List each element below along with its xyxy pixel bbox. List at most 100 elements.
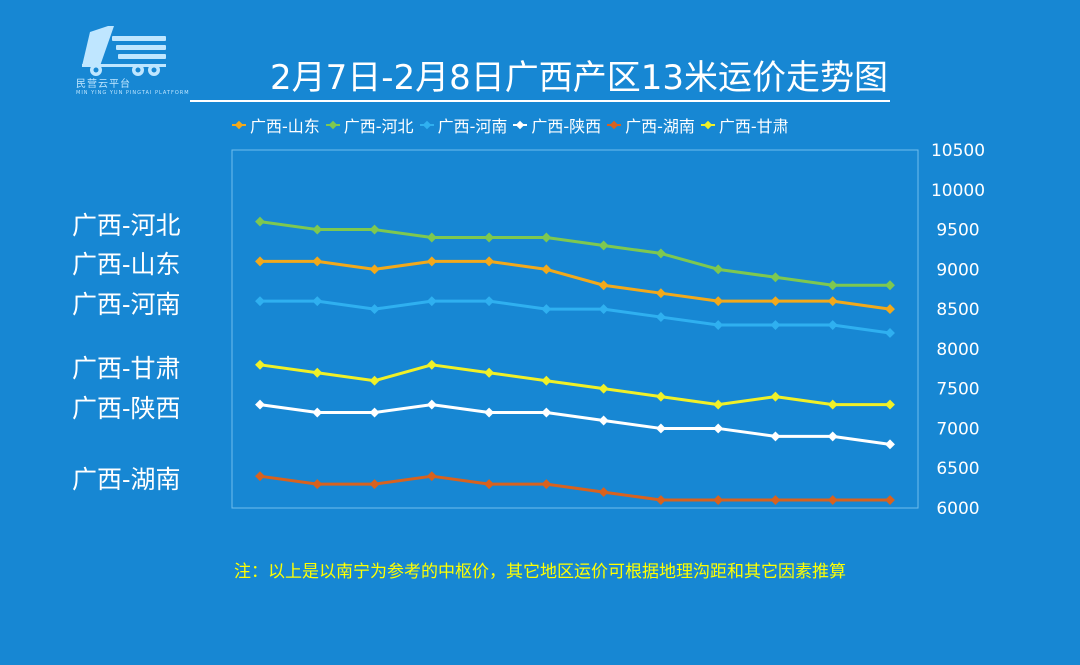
- data-point: [713, 296, 724, 307]
- data-point: [484, 479, 495, 490]
- series-line-1: [260, 259, 891, 311]
- data-point: [655, 423, 666, 434]
- chart-title: 2月7日-2月8日广西产区13米运价走势图: [0, 50, 1080, 102]
- legend-item: 广西-甘肃: [700, 113, 789, 137]
- series-line-2: [259, 220, 890, 287]
- y-tick-label: 6500: [936, 459, 979, 479]
- data-point: [827, 280, 838, 291]
- data-point: [312, 256, 323, 267]
- data-point: [598, 487, 609, 498]
- data-point: [255, 399, 265, 410]
- chart-legend: 广西-山东 广西-河北 广西-河南 广西-陕西 广西-湖南 广西-甘肃: [232, 113, 789, 137]
- series-side-label: 广西-陕西: [72, 393, 181, 423]
- data-point: [885, 304, 895, 315]
- y-tick-label: 10500: [931, 141, 985, 161]
- data-point: [426, 232, 437, 243]
- data-point: [369, 264, 380, 275]
- data-point: [770, 391, 781, 402]
- legend-marker-icon: [325, 120, 340, 130]
- y-tick-label: 6000: [936, 499, 979, 519]
- y-tick-label: 8000: [936, 340, 979, 360]
- series-side-label: 广西-山东: [72, 250, 181, 280]
- truck-logo-icon: [82, 26, 166, 76]
- legend-marker-icon: [419, 120, 434, 130]
- data-point: [885, 495, 895, 505]
- data-point: [369, 407, 380, 418]
- series-line-6: [259, 363, 890, 407]
- legend-item: 广西-河北: [325, 113, 414, 137]
- legend-item: 广西-陕西: [513, 113, 601, 137]
- legend-marker-icon: [232, 120, 246, 130]
- data-point: [312, 407, 323, 418]
- data-point: [312, 224, 323, 235]
- data-point: [426, 399, 437, 410]
- data-point: [655, 288, 666, 299]
- data-point: [255, 471, 265, 482]
- data-point: [598, 304, 609, 315]
- series-line-5: [259, 474, 890, 502]
- y-tick-label: 9500: [936, 221, 979, 241]
- data-point: [484, 296, 495, 307]
- data-point: [541, 407, 552, 418]
- data-point: [312, 296, 323, 307]
- legend-label: 广西-河南: [437, 117, 508, 136]
- data-point: [885, 280, 895, 291]
- data-point: [827, 296, 838, 307]
- data-point: [598, 415, 609, 426]
- series-side-label: 广西-甘肃: [72, 353, 181, 383]
- data-point: [713, 495, 724, 505]
- series-side-label: 广西-湖南: [72, 465, 181, 495]
- data-point: [369, 224, 380, 235]
- y-tick-label: 8500: [936, 300, 979, 320]
- legend-marker-icon: [700, 120, 715, 130]
- data-point: [713, 399, 724, 410]
- data-point: [885, 399, 895, 410]
- data-point: [655, 312, 666, 323]
- data-point: [655, 495, 666, 505]
- data-point: [541, 264, 552, 275]
- data-point: [255, 256, 265, 267]
- data-point: [255, 216, 265, 227]
- series-side-label: 广西-河北: [72, 210, 181, 240]
- legend-label: 广西-山东: [250, 117, 320, 136]
- data-point: [255, 359, 265, 370]
- y-tick-label: 7500: [936, 380, 979, 400]
- data-point: [426, 471, 437, 482]
- data-point: [827, 320, 838, 330]
- data-point: [541, 232, 552, 243]
- data-point: [598, 383, 609, 394]
- data-point: [770, 495, 781, 505]
- data-point: [484, 407, 495, 418]
- data-point: [255, 296, 265, 307]
- data-point: [484, 232, 495, 243]
- series-line-4: [259, 403, 891, 446]
- chart-title-text: 2月7日-2月8日广西产区13米运价走势图: [189, 58, 891, 102]
- data-point: [541, 375, 552, 386]
- data-point: [541, 479, 552, 490]
- legend-item: 广西-河南: [419, 113, 508, 137]
- legend-item: 广西-山东: [232, 113, 320, 137]
- data-point: [655, 248, 666, 259]
- data-point: [369, 304, 380, 315]
- legend-label: 广西-陕西: [531, 117, 602, 136]
- legend-marker-icon: [607, 120, 622, 130]
- data-point: [426, 256, 437, 267]
- series-line-3: [260, 299, 891, 335]
- data-point: [713, 423, 724, 434]
- data-point: [770, 320, 781, 330]
- y-tick-label: 7000: [936, 419, 979, 439]
- data-point: [598, 240, 609, 251]
- data-point: [827, 399, 838, 410]
- data-point: [655, 391, 666, 402]
- logo-subtext: MIN YING YUN PINGTAI PLATFORM: [76, 90, 190, 96]
- data-point: [541, 304, 552, 315]
- legend-item: 广西-湖南: [607, 113, 695, 137]
- data-point: [426, 296, 437, 307]
- data-point: [312, 479, 323, 490]
- footnote: 注：以上是以南宁为参考的中枢价，其它地区运价可根据地理沟距和其它因素推算: [234, 562, 846, 582]
- data-point: [713, 264, 724, 275]
- data-point: [885, 328, 895, 338]
- data-point: [713, 320, 724, 330]
- legend-label: 广西-甘肃: [718, 117, 789, 136]
- plot-area-border: [231, 149, 919, 509]
